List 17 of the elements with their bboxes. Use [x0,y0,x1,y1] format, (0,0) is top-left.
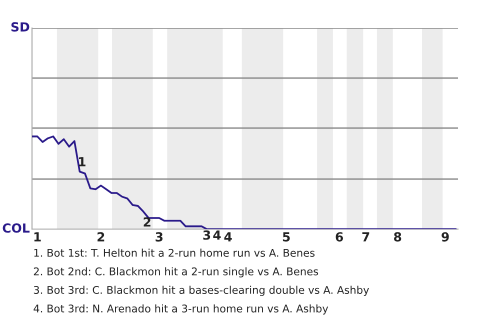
annotation: 2 [144,217,150,227]
annotation: 1 [79,157,86,166]
x-tick-label: 6 [336,232,344,242]
x-tick-label: 4 [224,232,232,242]
text: SD [11,22,30,32]
text: COL [2,223,30,233]
x-tick-label: 9 [442,232,449,242]
x-tick-label: 7 [362,232,370,242]
text: 4. Bot 3rd: N. Arenado hit a 3-run home run vs A. Ashby [34,304,328,315]
x-tick-label: 1 [34,232,41,242]
text: 1. Bot 1st: T. Helton hit a 2-run home run vs A. Benes [34,248,315,257]
x-tick-label: 3 [156,232,163,242]
x-tick-label: 5 [282,232,290,242]
text: 2. Bot 2nd: C. Blackmon hit a 2-run single vs A. Benes [34,267,318,278]
x-tick-label: 2 [98,232,104,242]
text: 3. Bot 3rd: C. Blackmon hit a bases-clearing double vs A. Ashby [34,286,369,296]
x-tick-label: 8 [394,232,402,242]
